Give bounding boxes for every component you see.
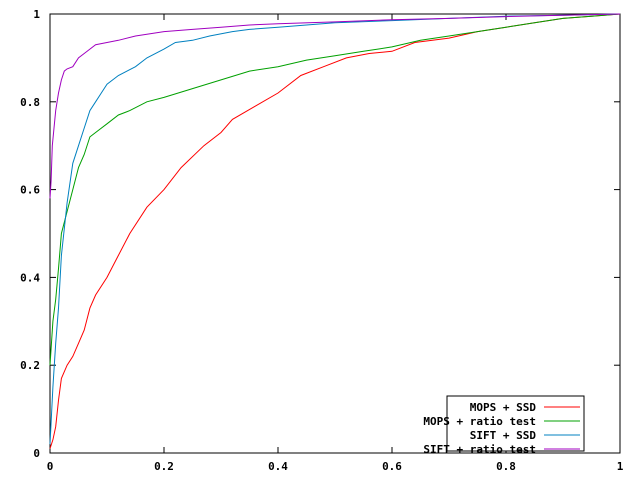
y-tick-label: 0.8 <box>20 96 40 109</box>
y-tick-label: 0.4 <box>20 271 40 284</box>
x-tick-label: 1 <box>617 460 624 473</box>
x-tick-label: 0.4 <box>268 460 288 473</box>
plot-frame <box>49 13 621 454</box>
y-tick-label: 0.6 <box>20 184 40 197</box>
legend-label: MOPS + SSD <box>470 401 537 414</box>
series-line <box>49 13 621 199</box>
series-line <box>49 13 621 445</box>
x-tick-label: 0.8 <box>496 460 516 473</box>
axis-ticks: 0 0.2 0.4 0.6 0.8 1 0 0.2 0.4 0.6 0.8 1 <box>20 8 624 473</box>
series-line <box>49 13 621 366</box>
legend-label: MOPS + ratio test <box>423 415 536 428</box>
x-tick-label: 0 <box>47 460 54 473</box>
y-tick-label: 0 <box>33 447 40 460</box>
legend-label: SIFT + ratio test <box>423 443 536 456</box>
y-tick-label: 0.2 <box>20 359 40 372</box>
x-tick-label: 0.2 <box>154 460 174 473</box>
series-lines <box>49 13 621 449</box>
y-tick-label: 1 <box>33 8 40 21</box>
x-tick-label: 0.6 <box>382 460 402 473</box>
legend-box <box>446 395 585 452</box>
legend-label: SIFT + SSD <box>470 429 537 442</box>
series-line <box>49 13 621 449</box>
